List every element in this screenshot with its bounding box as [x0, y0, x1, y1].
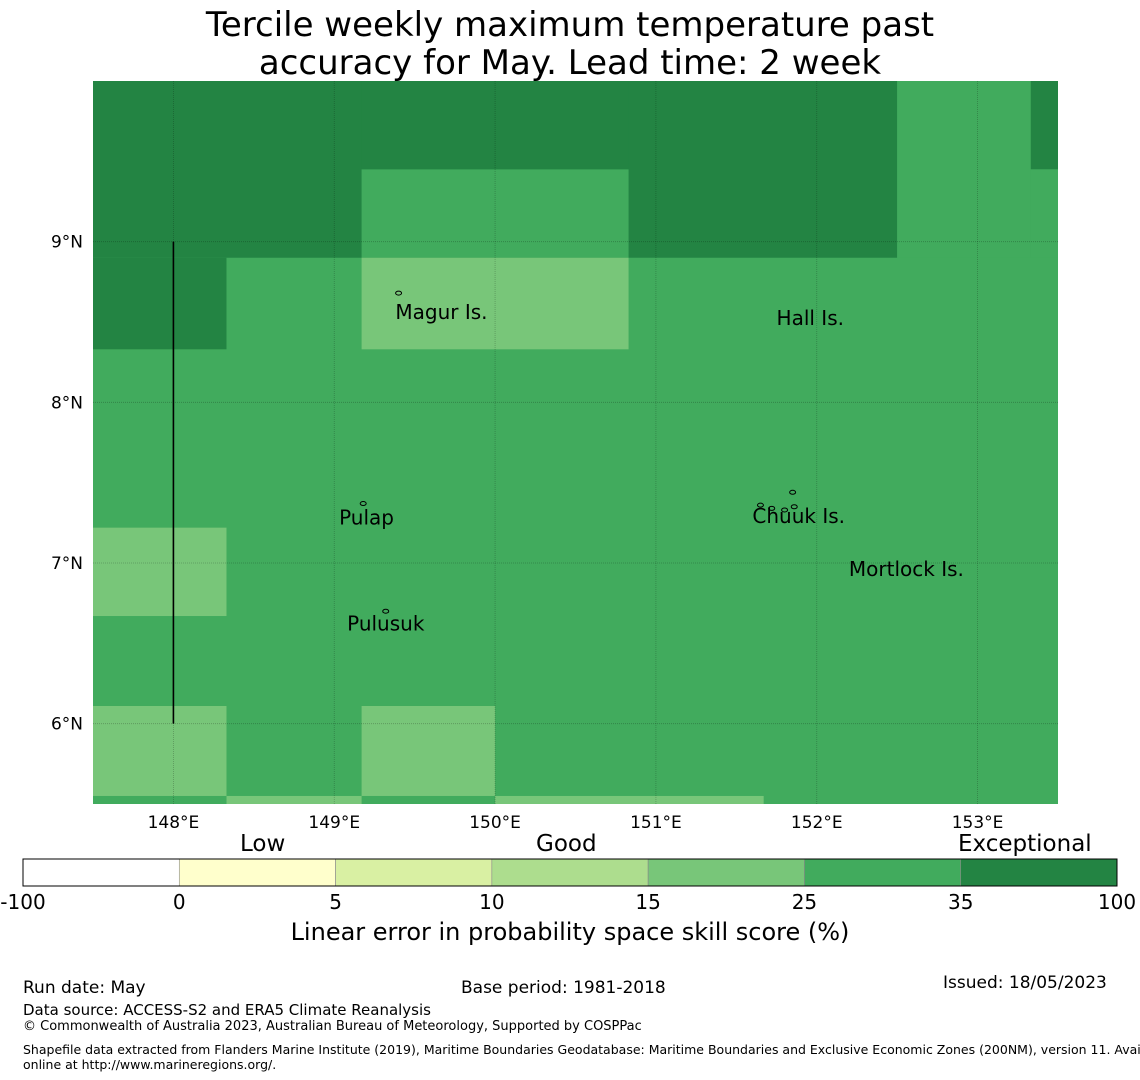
data-source: Data source: ACCESS-S2 and ERA5 Climate … — [23, 1001, 431, 1019]
place-label: Magur Is. — [395, 300, 487, 324]
colorbar-segment — [178, 858, 336, 887]
map-cell — [361, 257, 629, 350]
map-cell — [93, 705, 227, 796]
colorbar-tick-label: 25 — [791, 890, 818, 914]
issued-date: Issued: 18/05/2023 — [943, 973, 1107, 993]
lon-tick-label: 153°E — [952, 813, 1004, 833]
map-cell — [226, 795, 362, 804]
chart-title: Tercile weekly maximum temperature past … — [0, 6, 1140, 82]
colorbar-tick-label: 15 — [635, 890, 661, 914]
copyright-notice: © Commonwealth of Australia 2023, Austra… — [23, 1019, 642, 1034]
run-date: Run date: May — [23, 978, 146, 998]
island-outline — [768, 505, 776, 511]
place-label: Pulusuk — [347, 611, 425, 635]
island-outline — [790, 504, 798, 510]
colorbar-title: Linear error in probability space skill … — [290, 918, 850, 946]
map-cell — [93, 527, 227, 617]
base-period: Base period: 1981-2018 — [461, 978, 666, 998]
colorbar-tick-label: 100 — [1097, 890, 1137, 914]
shapefile-credit-line-1: Shapefile data extracted from Flanders M… — [23, 1042, 1140, 1057]
lat-tick-label: 7°N — [51, 554, 83, 574]
colorbar-tick-label: -100 — [0, 890, 46, 914]
place-label: Mortlock Is. — [849, 557, 964, 581]
place-label: Hall Is. — [777, 306, 844, 330]
island-outline — [359, 501, 367, 507]
place-label: Chuuk Is. — [752, 504, 845, 528]
lon-tick-label: 149°E — [308, 813, 360, 833]
lat-tick-label: 6°N — [51, 715, 83, 735]
island-outline — [395, 290, 403, 296]
colorbar-segment — [960, 858, 1118, 887]
colorbar-segment — [647, 858, 805, 887]
shapefile-credit-line-2: online at http://www.marineregions.org/. — [23, 1057, 277, 1072]
map-cell — [495, 795, 764, 804]
place-label: Pulap — [339, 505, 394, 529]
colorbar-category-exceptional: Exceptional — [958, 831, 1092, 857]
map-cell — [1030, 169, 1058, 258]
colorbar-tick-label: 0 — [172, 890, 186, 914]
colorbar-category-low: Low — [240, 831, 286, 857]
island-outline — [756, 502, 764, 508]
chart-title-line-1: Tercile weekly maximum temperature past — [205, 5, 935, 45]
skill-map: Magur Is. Hall Is. Pulap Chuuk Is. Mortlock … — [51, 81, 1058, 833]
colorbar-tick-label: 10 — [479, 890, 505, 914]
lat-tick-label: 9°N — [51, 233, 83, 253]
map-cell — [361, 705, 496, 796]
colorbar-segment — [804, 858, 962, 887]
colorbar-tick-label: 5 — [329, 890, 342, 914]
colorbar-segment — [22, 858, 180, 887]
colorbar-category-good: Good — [536, 831, 597, 857]
map-cell — [361, 81, 629, 170]
colorbar-frame — [22, 858, 1118, 887]
colorbar — [22, 858, 1118, 887]
lon-tick-label: 152°E — [791, 813, 843, 833]
colorbar-segment — [335, 858, 493, 887]
island-outline — [382, 608, 390, 614]
lon-tick-label: 150°E — [469, 813, 521, 833]
map-cell — [1030, 81, 1058, 170]
colorbar-tick-label: 35 — [947, 890, 974, 914]
colorbar-segment — [491, 858, 649, 887]
map-cell — [93, 257, 227, 350]
lon-tick-label: 151°E — [630, 813, 682, 833]
chart-title-line-2: accuracy for May. Lead time: 2 week — [258, 43, 882, 83]
island-outline — [781, 507, 789, 513]
island-outline — [789, 489, 797, 495]
map-cell — [361, 169, 629, 258]
lon-tick-label: 148°E — [148, 813, 200, 833]
map-cell — [897, 81, 1031, 258]
lat-tick-label: 8°N — [51, 393, 83, 413]
